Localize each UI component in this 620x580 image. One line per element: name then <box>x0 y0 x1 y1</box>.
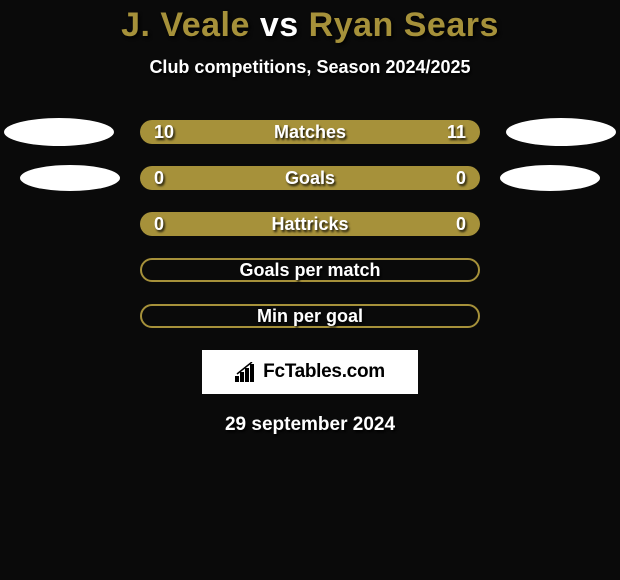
player2-name: Ryan Sears <box>309 6 499 44</box>
stat-label: Min per goal <box>257 306 363 327</box>
stat-right-value: 0 <box>456 214 466 235</box>
stat-left-value: 0 <box>154 214 164 235</box>
stat-row-min-per-goal: Min per goal <box>0 304 620 328</box>
stat-row-goals-per-match: Goals per match <box>0 258 620 282</box>
vs-text: vs <box>260 6 299 44</box>
stat-label: Matches <box>274 122 346 143</box>
date-text: 29 september 2024 <box>0 414 620 436</box>
left-badge-icon <box>4 118 114 146</box>
stat-row-matches: 10 Matches 11 <box>0 120 620 144</box>
stat-left-value: 10 <box>154 122 174 143</box>
stat-right-value: 0 <box>456 168 466 189</box>
stats-rows: 10 Matches 11 0 Goals 0 0 Hattricks 0 Go… <box>0 120 620 328</box>
left-badge-icon <box>20 165 120 191</box>
stat-bar: Goals per match <box>140 258 480 282</box>
player1-name: J. Veale <box>121 6 250 44</box>
logo-bars-icon <box>235 362 259 382</box>
stat-bar: Min per goal <box>140 304 480 328</box>
stat-bar: 0 Goals 0 <box>140 166 480 190</box>
stat-left-value: 0 <box>154 168 164 189</box>
subtitle: Club competitions, Season 2024/2025 <box>0 57 620 78</box>
stat-bar: 10 Matches 11 <box>140 120 480 144</box>
page-title: J. Veale vs Ryan Sears <box>0 0 620 45</box>
stat-label: Goals per match <box>239 260 380 281</box>
stat-row-goals: 0 Goals 0 <box>0 166 620 190</box>
stat-right-value: 11 <box>447 122 466 143</box>
stat-row-hattricks: 0 Hattricks 0 <box>0 212 620 236</box>
stat-bar: 0 Hattricks 0 <box>140 212 480 236</box>
logo-text: FcTables.com <box>263 361 385 383</box>
right-badge-icon <box>500 165 600 191</box>
right-badge-icon <box>506 118 616 146</box>
logo-box: FcTables.com <box>202 350 418 394</box>
stat-label: Goals <box>285 168 335 189</box>
stat-label: Hattricks <box>271 214 348 235</box>
